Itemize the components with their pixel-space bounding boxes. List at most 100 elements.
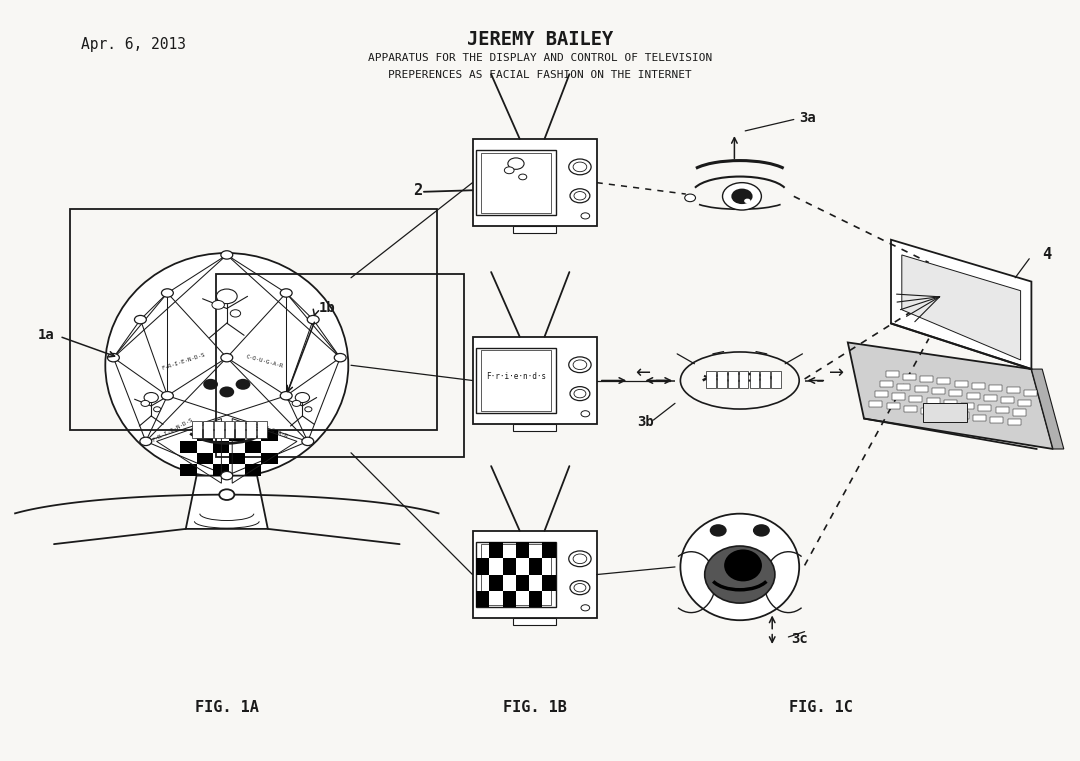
Circle shape <box>230 310 241 317</box>
Text: JEREMY BAILEY: JEREMY BAILEY <box>467 30 613 49</box>
Bar <box>932 388 945 394</box>
Bar <box>214 421 224 438</box>
Bar <box>257 421 267 438</box>
Circle shape <box>295 393 310 403</box>
Bar <box>197 453 213 464</box>
Circle shape <box>216 289 238 304</box>
Circle shape <box>581 605 590 611</box>
Text: PREPERENCES AS FACIAL FASHION ON THE INTERNET: PREPERENCES AS FACIAL FASHION ON THE INT… <box>388 70 692 80</box>
Bar <box>476 559 489 575</box>
Bar <box>869 401 882 407</box>
Bar <box>180 464 197 476</box>
Circle shape <box>212 301 225 309</box>
Bar <box>771 371 781 388</box>
Bar <box>476 591 489 607</box>
Bar <box>529 559 542 575</box>
Text: ←: ← <box>635 364 650 382</box>
Circle shape <box>162 391 173 400</box>
Bar <box>750 371 759 388</box>
Bar <box>245 441 261 453</box>
Bar <box>984 395 997 401</box>
Text: 3b: 3b <box>637 416 654 429</box>
Bar <box>760 371 770 388</box>
Text: →: → <box>829 364 845 382</box>
Circle shape <box>504 167 514 174</box>
Circle shape <box>685 194 696 202</box>
Bar <box>245 464 261 476</box>
Text: C·O·U·G·A·R: C·O·U·G·A·R <box>245 354 284 369</box>
Circle shape <box>711 525 726 536</box>
Circle shape <box>107 353 119 361</box>
Circle shape <box>140 437 151 445</box>
Bar <box>897 384 910 390</box>
Bar <box>886 371 899 377</box>
Bar <box>739 371 748 388</box>
Text: C·O·U·G·A·R: C·O·U·G·A·R <box>252 420 288 440</box>
Bar <box>180 441 197 453</box>
Bar <box>875 391 888 397</box>
Bar <box>516 542 529 559</box>
Circle shape <box>573 554 586 564</box>
Circle shape <box>754 525 769 536</box>
Bar <box>481 544 552 605</box>
Text: Apr. 6, 2013: Apr. 6, 2013 <box>81 37 186 52</box>
Bar <box>956 412 969 419</box>
Circle shape <box>281 289 292 297</box>
Bar <box>246 421 256 438</box>
Circle shape <box>573 390 585 398</box>
Bar <box>502 591 516 607</box>
Circle shape <box>144 393 159 403</box>
Circle shape <box>204 380 217 389</box>
Text: 2: 2 <box>414 183 422 198</box>
Bar <box>1007 387 1020 393</box>
Bar <box>216 274 464 457</box>
Text: 3c: 3c <box>792 632 809 646</box>
Bar <box>903 374 916 380</box>
Text: FIG. 1C: FIG. 1C <box>788 700 853 715</box>
Bar <box>937 378 950 384</box>
Bar <box>967 393 980 399</box>
Circle shape <box>220 353 233 361</box>
Ellipse shape <box>705 546 775 603</box>
Bar <box>961 403 974 409</box>
Text: F·r·i·e·n·d·s: F·r·i·e·n·d·s <box>486 372 546 381</box>
Bar <box>973 415 986 421</box>
Bar <box>955 380 968 387</box>
Circle shape <box>237 380 249 389</box>
Circle shape <box>518 174 527 180</box>
Circle shape <box>573 162 586 172</box>
Bar <box>939 410 951 416</box>
Bar <box>717 371 727 388</box>
Polygon shape <box>902 255 1021 360</box>
Circle shape <box>581 411 590 417</box>
Circle shape <box>307 315 320 323</box>
Bar <box>1018 400 1031 406</box>
Circle shape <box>219 489 234 500</box>
Bar <box>892 393 905 400</box>
Bar <box>513 425 556 431</box>
Polygon shape <box>848 342 1053 449</box>
Circle shape <box>508 158 524 169</box>
Bar <box>909 396 922 402</box>
Circle shape <box>569 159 591 175</box>
Bar <box>921 408 934 414</box>
Circle shape <box>573 192 585 200</box>
Bar <box>915 386 928 392</box>
Bar <box>706 371 716 388</box>
Bar <box>542 575 556 591</box>
Bar <box>990 417 1003 423</box>
Bar <box>996 407 1009 413</box>
Bar <box>923 403 967 422</box>
Bar <box>880 381 893 387</box>
Text: 1b: 1b <box>319 301 336 315</box>
Circle shape <box>732 189 752 203</box>
Bar <box>473 139 597 227</box>
Bar <box>513 618 556 626</box>
Bar <box>229 430 245 441</box>
Bar <box>192 421 202 438</box>
Bar <box>927 398 940 404</box>
Bar <box>70 209 437 430</box>
Text: F·R·I·E·N·D·S: F·R·I·E·N·D·S <box>161 352 206 371</box>
Ellipse shape <box>105 253 348 478</box>
Bar <box>728 371 738 388</box>
